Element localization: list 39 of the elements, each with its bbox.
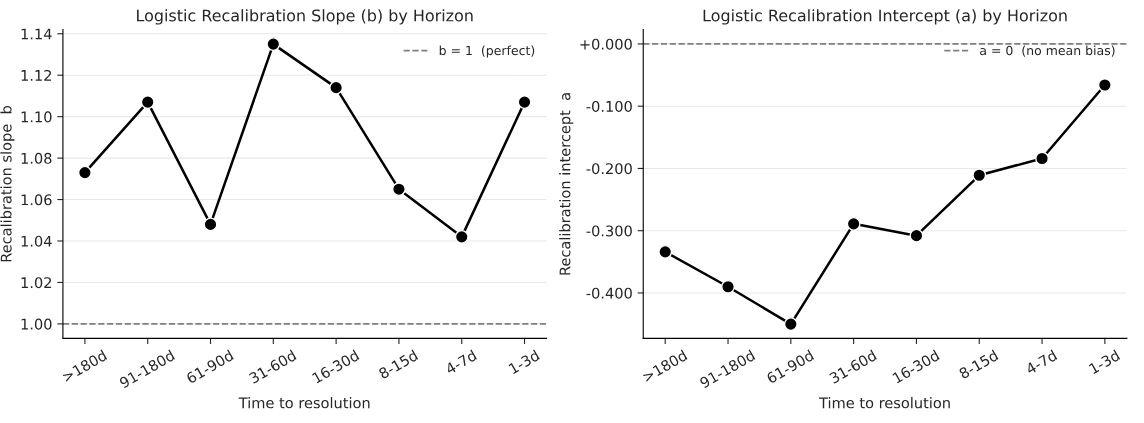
y-tick-label: 1.14 xyxy=(21,28,52,40)
y-axis-title: Recalibration intercept a xyxy=(559,93,574,275)
legend-label: b = 1 (perfect) xyxy=(439,45,535,58)
y-tick-label: -0.200 xyxy=(586,163,632,175)
y-tick-label: 1.12 xyxy=(21,69,52,81)
y-tick-label: 1.00 xyxy=(21,318,52,330)
point xyxy=(1035,151,1049,166)
y-tick-label: 1.02 xyxy=(21,277,52,289)
point xyxy=(77,165,92,180)
x-tick-label: 4-7d xyxy=(444,349,478,375)
point xyxy=(909,228,924,243)
point xyxy=(846,216,861,231)
chart-title: Logistic Recalibration Intercept (a) by Horizon xyxy=(703,9,1067,25)
y-tick-label: +0.000 xyxy=(580,38,632,50)
point xyxy=(329,80,344,95)
x-tick-label: 4-7d xyxy=(1024,349,1058,375)
y-tick-label: 1.10 xyxy=(21,111,52,123)
point xyxy=(721,279,735,294)
y-tick-label: 1.04 xyxy=(21,235,52,247)
point xyxy=(454,229,469,244)
chart-title: Logistic Recalibration Slope (b) by Horizon xyxy=(137,9,473,25)
y-tick-label: -0.300 xyxy=(586,225,632,237)
point xyxy=(266,37,281,52)
y-tick-label: 1.08 xyxy=(21,152,52,164)
point xyxy=(658,244,673,259)
point xyxy=(391,182,406,197)
ref-line-label: a = 0 (no mean bias) xyxy=(980,45,1115,57)
point xyxy=(783,317,798,332)
point xyxy=(140,95,155,110)
y-tick-label: -0.400 xyxy=(586,287,632,299)
point xyxy=(203,217,218,232)
point xyxy=(972,168,987,183)
point xyxy=(1097,78,1112,92)
y-axis-title: Recalibration slope b xyxy=(0,106,15,262)
y-tick-label: 1.06 xyxy=(21,194,52,206)
point xyxy=(517,95,532,110)
x-axis-title: Time to resolution xyxy=(238,397,370,409)
x-axis-title: Time to resolution xyxy=(819,397,950,409)
y-tick-label: -0.100 xyxy=(586,100,632,112)
